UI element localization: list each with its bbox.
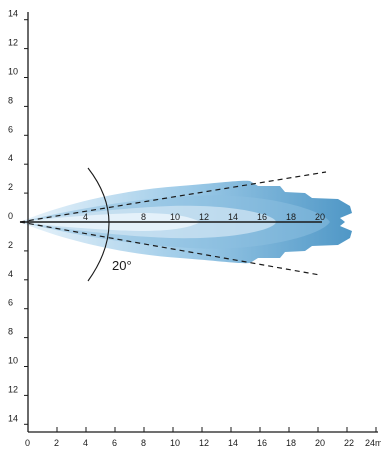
distance-labels: 4 8 10 12 14 16 18 20 [83, 212, 325, 222]
x-tick-label: 16 [257, 438, 267, 448]
y-tick-label: 2 [8, 182, 13, 192]
y-axis-ticks: 14 12 10 8 6 4 2 0 2 4 6 8 10 12 14 [8, 9, 28, 425]
y-tick-label: 0 [8, 211, 13, 221]
distance-label: 20 [315, 212, 325, 222]
x-tick-label: 2 [54, 438, 59, 448]
distance-label: 8 [141, 212, 146, 222]
distance-label: 14 [228, 212, 238, 222]
beam-edge-upper [19, 171, 327, 223]
x-tick-label: 4 [83, 438, 88, 448]
x-tick-label: 0 [25, 438, 30, 448]
distance-label: 18 [286, 212, 296, 222]
y-tick-label: 12 [8, 38, 18, 48]
x-axis-ticks: 0 2 4 6 8 10 12 14 16 18 20 22 24m [25, 427, 381, 448]
x-tick-label: 22 [344, 438, 354, 448]
x-tick-label: 20 [315, 438, 325, 448]
x-tick-label: 24m [365, 438, 381, 448]
y-tick-label: 8 [8, 95, 13, 105]
y-tick-label: 2 [8, 240, 13, 250]
distance-label: 16 [257, 212, 267, 222]
x-tick-label: 14 [228, 438, 238, 448]
beam-angle-label: 20° [112, 258, 132, 273]
distance-label: 10 [170, 212, 180, 222]
x-tick-label: 18 [286, 438, 296, 448]
beam-edge-lower [19, 221, 321, 276]
distance-label: 4 [83, 212, 88, 222]
x-tick-label: 10 [170, 438, 180, 448]
distance-label: 12 [199, 212, 209, 222]
y-tick-label: 8 [8, 327, 13, 337]
x-tick-label: 12 [199, 438, 209, 448]
y-tick-label: 4 [8, 153, 13, 163]
x-tick-label: 8 [141, 438, 146, 448]
y-tick-label: 4 [8, 269, 13, 279]
y-tick-label: 14 [8, 9, 18, 19]
y-tick-label: 14 [8, 413, 18, 423]
angle-arc [87, 167, 110, 282]
y-tick-label: 6 [8, 124, 13, 134]
y-tick-label: 6 [8, 298, 13, 308]
y-tick-label: 10 [8, 67, 18, 77]
y-tick-label: 12 [8, 384, 18, 394]
x-tick-label: 6 [112, 438, 117, 448]
y-tick-label: 10 [8, 356, 18, 366]
